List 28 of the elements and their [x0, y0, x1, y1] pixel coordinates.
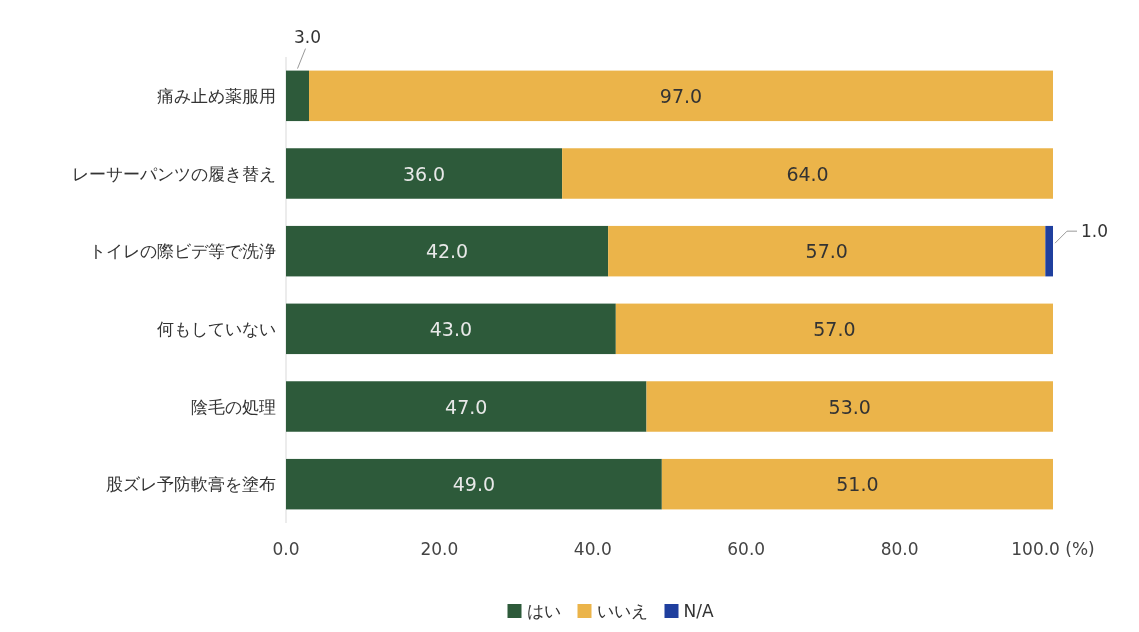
x-tick-label: 60.0: [727, 539, 766, 559]
x-tick-label: 80.0: [880, 539, 919, 559]
data-label: 64.0: [786, 162, 829, 185]
legend-label: N/A: [683, 601, 714, 621]
data-label: 53.0: [828, 395, 871, 418]
legend-label: いいえ: [596, 601, 648, 621]
y-tick-label: 股ズレ予防軟膏を塗布: [106, 474, 276, 495]
data-label: 49.0: [452, 473, 496, 496]
data-label: 57.0: [813, 317, 856, 340]
data-label: 43.0: [429, 317, 473, 340]
data-label: 51.0: [836, 473, 879, 496]
x-tick-label: 0.0: [272, 539, 300, 559]
x-tick-label: 100.0 (%): [1011, 539, 1095, 559]
data-label: 47.0: [445, 395, 488, 418]
x-tick-label: 40.0: [573, 539, 612, 559]
data-label: 97.0: [659, 84, 703, 107]
data-label: 57.0: [805, 240, 848, 263]
y-tick-label: レーサーパンツの履き替え: [72, 163, 276, 184]
data-label: 1.0: [1081, 221, 1109, 242]
y-tick-label: 痛み止め薬服用: [157, 85, 276, 106]
legend-label: はい: [526, 601, 561, 621]
data-label: 36.0: [402, 162, 446, 185]
data-label: 3.0: [293, 26, 322, 47]
data-label: 42.0: [425, 240, 469, 263]
y-tick-label: トイレの際ビデ等で洗浄: [89, 241, 276, 262]
x-tick-label: 20.0: [420, 539, 459, 559]
y-tick-label: 何もしていない: [157, 318, 276, 339]
y-tick-label: 陰毛の処理: [191, 396, 276, 417]
